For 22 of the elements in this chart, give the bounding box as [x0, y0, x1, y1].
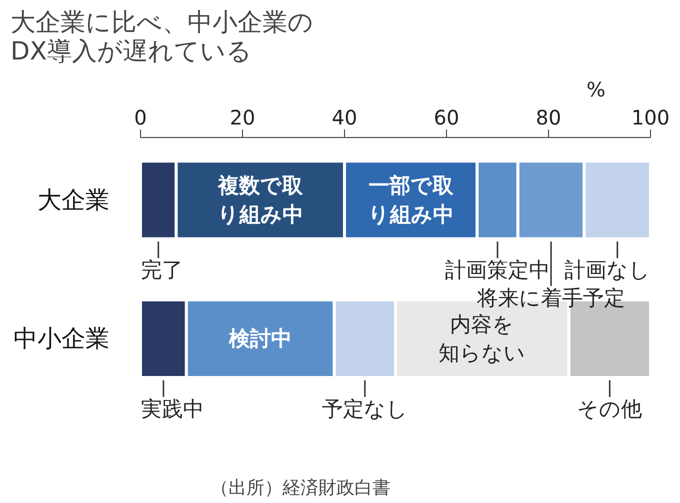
series-label: 完了: [140, 258, 183, 282]
series-label: 予定なし: [322, 396, 408, 421]
y-tick-label: 中小企業: [14, 324, 110, 353]
y-tick-label: 大企業: [38, 186, 110, 214]
series-label: 実践中: [141, 396, 204, 421]
series-label: 内容を知らない: [438, 312, 526, 366]
series-label: その他: [577, 396, 642, 421]
text: （出所）経済財政白書: [210, 478, 390, 498]
x-tick-label: 80: [536, 106, 562, 130]
x-tick-label: 60: [434, 106, 460, 130]
series-label: 複数で取り組み中: [216, 174, 304, 226]
text: 将来に着手予定: [476, 286, 626, 310]
x-tick-label: 100: [631, 106, 670, 130]
x-axis-title: %: [586, 78, 606, 102]
x-tick-label: 20: [230, 106, 256, 130]
series-label: 計画なし: [564, 258, 651, 282]
series-label: 計画策定中: [445, 258, 550, 282]
series-label: 一部で取り組み中: [368, 174, 454, 226]
x-tick-label: 0: [134, 106, 147, 130]
x-tick-label: 40: [332, 106, 358, 130]
chart-title: 大企業に比べ、中小企業の DX導入が遅れている: [10, 8, 314, 66]
series-label: 検討中: [228, 326, 292, 351]
